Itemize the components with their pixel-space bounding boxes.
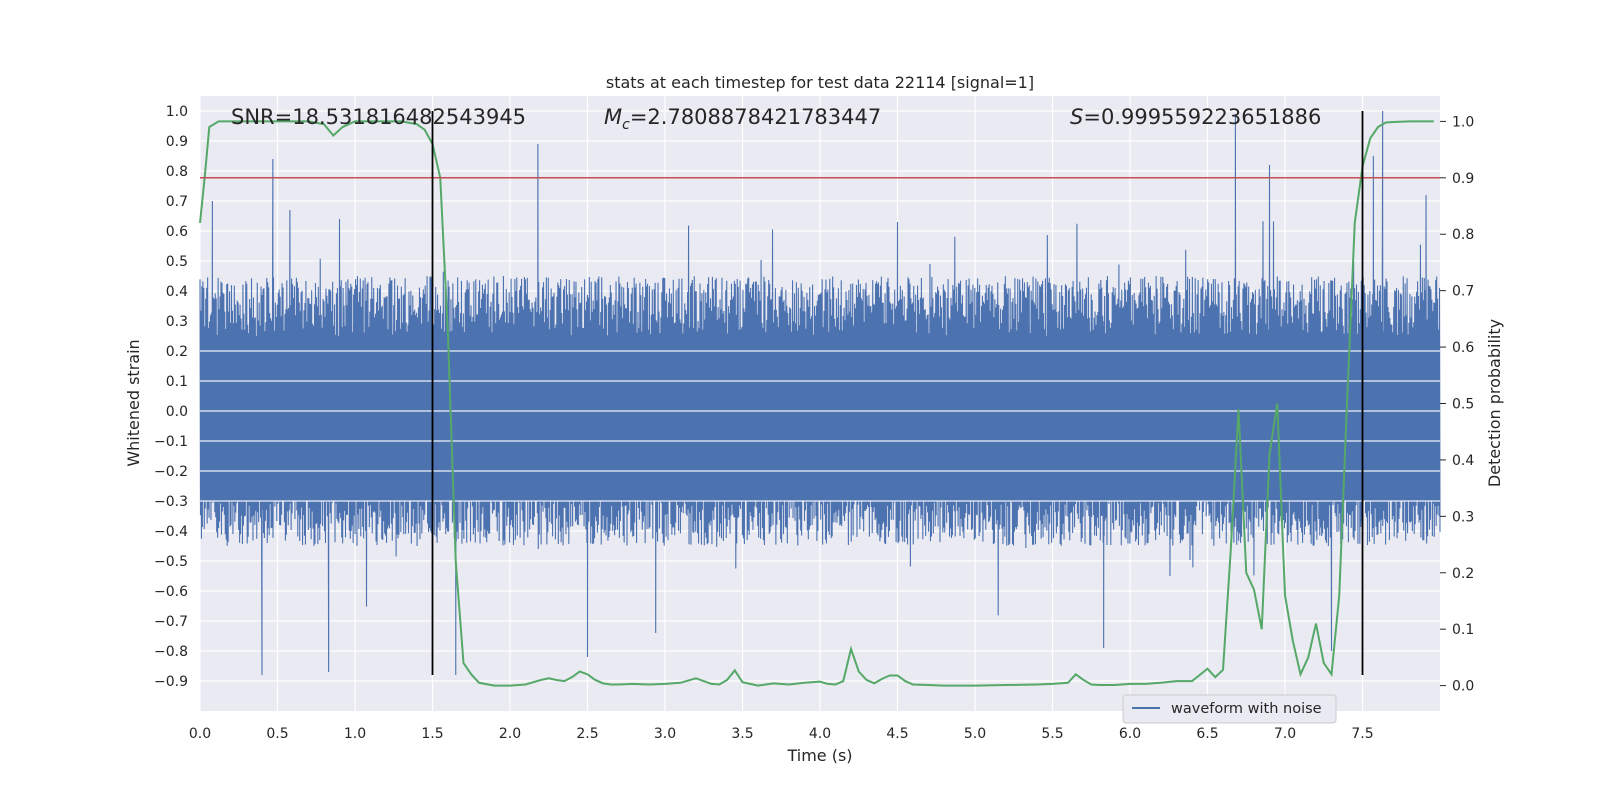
x-tick-label: 6.5 bbox=[1196, 726, 1218, 742]
x-axis-label: Time (s) bbox=[786, 746, 852, 765]
y-axis-label-left: Whitened strain bbox=[124, 339, 143, 466]
x-tick-label: 4.0 bbox=[809, 726, 831, 742]
y-left-tick-label: −0.8 bbox=[154, 644, 188, 660]
y-left-tick-label: 0.0 bbox=[166, 404, 188, 420]
y-left-tick-label: −0.6 bbox=[154, 584, 188, 600]
probability-layer bbox=[199, 111, 1440, 687]
y-left-tick-label: 0.1 bbox=[166, 374, 188, 390]
y-right-tick-label: 0.6 bbox=[1452, 340, 1474, 356]
y-right-tick-label: 0.1 bbox=[1452, 622, 1474, 638]
legend-label-waveform: waveform with noise bbox=[1171, 701, 1322, 717]
y-right-tick-label: 0.2 bbox=[1452, 566, 1474, 582]
x-tick-label: 3.0 bbox=[654, 726, 676, 742]
x-tick-labels: 0.0 0.5 1.0 1.5 2.0 2.5 3.0 3.5 4.0 4.5 5.0 5.5 6.0 6… bbox=[189, 726, 1374, 742]
y-left-tick-label: −0.9 bbox=[154, 674, 188, 690]
y-left-tick-label: −0.4 bbox=[154, 524, 188, 540]
y-left-tick-label: 0.3 bbox=[166, 314, 188, 330]
score-annotation: S=0.999559223651886 bbox=[1070, 105, 1321, 129]
x-tick-label: 5.0 bbox=[964, 726, 986, 742]
score-value: =0.999559223651886 bbox=[1083, 105, 1321, 129]
y-left-tick-label: −0.5 bbox=[154, 554, 188, 570]
chirp-mass-subscript: c bbox=[622, 117, 630, 133]
y-left-tick-label: 0.5 bbox=[166, 254, 188, 270]
y-axis-label-right: Detection probability bbox=[1485, 319, 1504, 487]
y-left-tick-label: −0.7 bbox=[154, 614, 188, 630]
y-left-tick-label: 0.4 bbox=[166, 284, 188, 300]
legend-box bbox=[1122, 694, 1337, 724]
chirp-mass-annotation: Mc=2.7808878421783447 bbox=[604, 105, 881, 133]
y-right-tick-label: 0.0 bbox=[1452, 679, 1474, 695]
x-tick-label: 2.0 bbox=[499, 726, 521, 742]
y-right-tick-label: 0.8 bbox=[1452, 227, 1474, 243]
chirp-mass-symbol: M bbox=[604, 105, 622, 129]
waveform-core-band bbox=[200, 336, 1440, 501]
x-tick-label: 4.5 bbox=[886, 726, 908, 742]
y-left-tick-label: −0.3 bbox=[154, 494, 188, 510]
chirp-mass-value: =2.7808878421783447 bbox=[630, 105, 881, 129]
y-right-tick-label: 0.7 bbox=[1452, 284, 1474, 300]
waveform-with-noise bbox=[199, 110, 1441, 676]
detection-probability-line bbox=[199, 120, 1434, 687]
y-left-tick-label: 0.6 bbox=[166, 224, 188, 240]
legend: waveform with noise bbox=[1122, 694, 1337, 724]
y-left-tick-label: 0.8 bbox=[166, 164, 188, 180]
snr-annotation: SNR=18.531816482543945 bbox=[231, 105, 526, 129]
x-tick-label: 7.5 bbox=[1351, 726, 1373, 742]
y-left-tick-label: 0.2 bbox=[166, 344, 188, 360]
y-left-tick-label: 1.0 bbox=[166, 104, 188, 120]
y-left-tick-labels: −0.9 −0.8 −0.7 −0.6 −0.5 −0.4 −0.3 −0.2 −0.1 0.0 0… bbox=[154, 104, 188, 690]
y-left-tick-label: 0.9 bbox=[166, 134, 188, 150]
y-right-tick-label: 0.3 bbox=[1452, 509, 1474, 525]
y-left-tick-label: −0.2 bbox=[154, 464, 188, 480]
y-left-tick-label: 0.7 bbox=[166, 194, 188, 210]
x-tick-label: 6.0 bbox=[1119, 726, 1141, 742]
y-right-tick-label: 0.9 bbox=[1452, 171, 1474, 187]
y-right-tick-label: 1.0 bbox=[1452, 114, 1474, 130]
x-tick-label: 1.0 bbox=[344, 726, 366, 742]
y-right-tick-label: 0.5 bbox=[1452, 397, 1474, 413]
x-tick-label: 5.5 bbox=[1041, 726, 1063, 742]
x-tick-label: 0.5 bbox=[266, 726, 288, 742]
x-tick-label: 2.5 bbox=[576, 726, 598, 742]
y-left-tick-label: −0.1 bbox=[154, 434, 188, 450]
y-right-tick-labels: 0.0 0.1 0.2 0.3 0.4 0.5 0.6 0.7 0.8 0.9 1.0 bbox=[1440, 114, 1474, 695]
y-right-tick-label: 0.4 bbox=[1452, 453, 1474, 469]
x-tick-label: 3.5 bbox=[731, 726, 753, 742]
x-tick-label: 0.0 bbox=[189, 726, 211, 742]
x-tick-label: 7.0 bbox=[1274, 726, 1296, 742]
chart-title: stats at each timestep for test data 221… bbox=[606, 73, 1034, 92]
score-symbol: S bbox=[1070, 105, 1083, 129]
x-tick-label: 1.5 bbox=[421, 726, 443, 742]
